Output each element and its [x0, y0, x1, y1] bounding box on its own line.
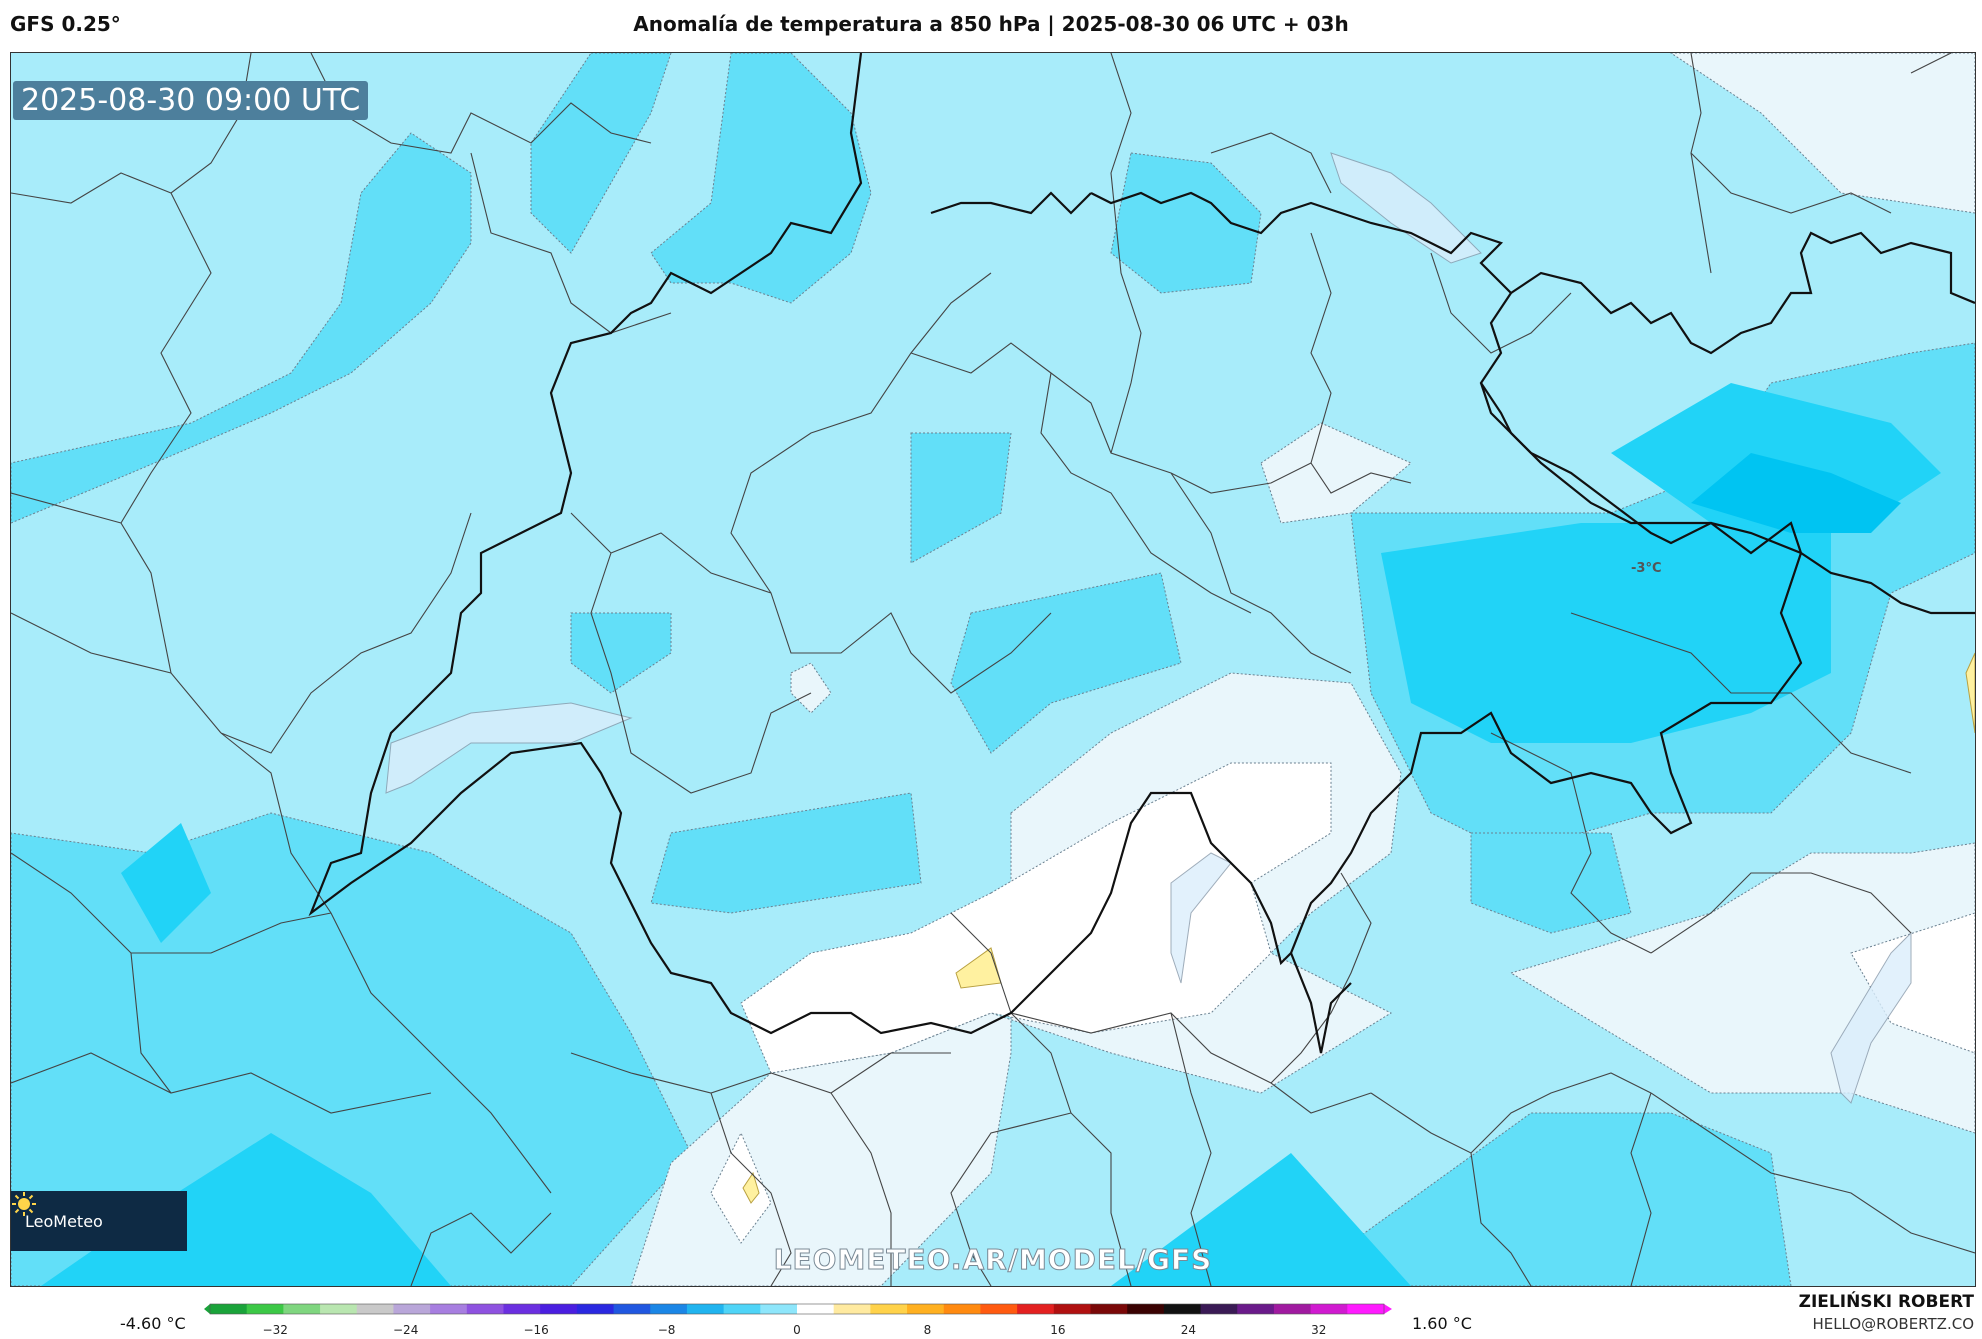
chart-title: Anomalía de temperatura a 850 hPa | 2025…: [633, 12, 1349, 36]
colorbar-frame: [209, 1303, 1385, 1315]
colorbar-segment: [650, 1304, 688, 1314]
colorbar-segment: [503, 1304, 541, 1314]
national-borders: [308, 53, 1975, 1054]
colorbar-tick-label: 24: [1181, 1323, 1196, 1337]
colorbar-segment: [980, 1304, 1018, 1314]
colorbar-segment: [540, 1304, 578, 1314]
watermark: LEOMETEO.AR/MODEL/GFS: [773, 1243, 1213, 1277]
colorbar-segment: [907, 1304, 945, 1314]
colorbar-segment: [576, 1304, 615, 1314]
map-panel[interactable]: 2025-08-30 09:00 UTC -3°C LeoMeteo LEOME…: [10, 52, 1976, 1287]
colorbar-segment: [797, 1304, 835, 1314]
colorbar-tick-label: −24: [393, 1323, 418, 1337]
colorbar-segment: [283, 1304, 321, 1314]
colorbar-extend-max: [1384, 1304, 1392, 1314]
colorbar-segment: [760, 1304, 798, 1314]
sun-icon: [12, 1192, 36, 1216]
credit-email[interactable]: HELLO@ROBERTZ.CO: [1812, 1315, 1974, 1333]
colorbar-segment: [1237, 1304, 1275, 1314]
model-label: GFS 0.25°: [10, 12, 121, 36]
regional-borders: [11, 53, 1975, 1286]
valid-time-label: 2025-08-30 09:00 UTC: [13, 81, 369, 120]
colorbar-tick-label: −8: [658, 1323, 676, 1337]
colorbar-tick-label: 16: [1050, 1323, 1065, 1337]
colorbar-segment: [356, 1304, 394, 1314]
colorbar-segment: [1127, 1304, 1165, 1314]
colorbar-segment: [1163, 1304, 1202, 1314]
credit-name: ZIELIŃSKI ROBERT: [1798, 1292, 1974, 1312]
contour-label: -3°C: [1631, 561, 1662, 576]
logo-text: LeoMeteo: [25, 1211, 103, 1231]
colorbar-tick-label: −16: [523, 1323, 548, 1337]
colorbar-segment: [1090, 1304, 1128, 1314]
colorbar-min-label: -4.60 °C: [120, 1314, 186, 1333]
colorbar-segment: [723, 1304, 761, 1314]
anomaly-band-deeper: [1691, 453, 1901, 533]
colorbar-segment: [246, 1304, 284, 1314]
colorbar-segment: [1017, 1304, 1055, 1314]
colorbar-segment: [466, 1304, 504, 1314]
leometeo-logo[interactable]: LeoMeteo: [11, 1191, 187, 1251]
colorbar-segment: [393, 1304, 431, 1314]
colorbar-scale: −32 −24 −16 −8 0 8 16 24 32: [204, 1303, 1392, 1337]
anomaly-band-zero: [710, 762, 1975, 1244]
colorbar-tick-label: 8: [924, 1323, 932, 1337]
colorbar-segment: [943, 1304, 981, 1314]
colorbar-segment: [686, 1304, 725, 1314]
colorbar-segment: [833, 1304, 871, 1314]
colorbar-segment: [320, 1304, 358, 1314]
colorbar-extend-min: [204, 1304, 210, 1314]
colorbar-segment: [1310, 1304, 1348, 1314]
lakes: [385, 152, 1912, 1104]
colorbar-segment: [613, 1304, 651, 1314]
anomaly-map: [11, 53, 1975, 1286]
colorbar: -4.60 °C −32 −24 −16 −8 0 8 16 24 32 1.60 °C: [0, 1296, 1982, 1339]
colorbar-segment: [870, 1304, 908, 1314]
colorbar-segment: [1053, 1304, 1091, 1314]
colorbar-segment: [1200, 1304, 1238, 1314]
colorbar-segment: [430, 1304, 468, 1314]
colorbar-segment: [1273, 1304, 1312, 1314]
colorbar-segment: [210, 1304, 248, 1314]
colorbar-max-label: 1.60 °C: [1412, 1314, 1472, 1333]
colorbar-segment: [1347, 1304, 1385, 1314]
colorbar-tick-label: 0: [793, 1323, 801, 1337]
colorbar-tick-label: 32: [1311, 1323, 1326, 1337]
colorbar-tick-label: −32: [263, 1323, 288, 1337]
